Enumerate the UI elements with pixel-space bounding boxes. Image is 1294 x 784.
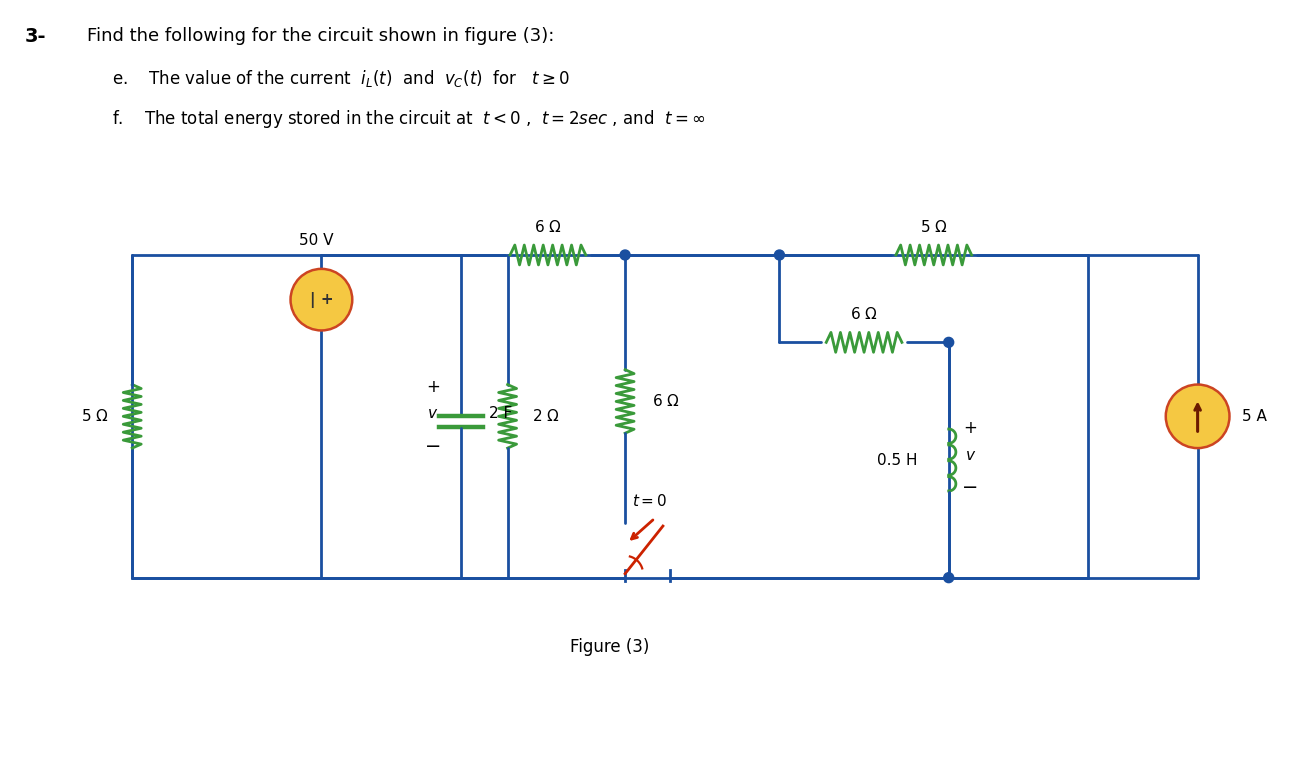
Text: 5 $\Omega$: 5 $\Omega$ bbox=[920, 219, 947, 235]
Text: +: + bbox=[964, 419, 977, 437]
Text: f.    The total energy stored in the circuit at  $t < 0$ ,  $t = 2sec$ , and  $t: f. The total energy stored in the circui… bbox=[113, 108, 705, 130]
Circle shape bbox=[943, 572, 954, 583]
Circle shape bbox=[774, 250, 784, 260]
Text: Find the following for the circuit shown in figure (3):: Find the following for the circuit shown… bbox=[88, 27, 555, 45]
Circle shape bbox=[620, 250, 630, 260]
Text: $t = 0$: $t = 0$ bbox=[633, 493, 668, 509]
Text: −: − bbox=[424, 437, 441, 456]
Text: +: + bbox=[426, 378, 440, 396]
Text: | +: | + bbox=[309, 292, 334, 307]
Text: 50 V: 50 V bbox=[299, 233, 334, 248]
Text: 6 $\Omega$: 6 $\Omega$ bbox=[850, 307, 877, 322]
Text: Figure (3): Figure (3) bbox=[571, 638, 650, 656]
Text: 6 $\Omega$: 6 $\Omega$ bbox=[534, 219, 562, 235]
Text: 5 $\Omega$: 5 $\Omega$ bbox=[80, 408, 109, 424]
Text: 5 A: 5 A bbox=[1242, 408, 1267, 424]
Text: 2 $\Omega$: 2 $\Omega$ bbox=[533, 408, 560, 424]
Text: 6 $\Omega$: 6 $\Omega$ bbox=[652, 394, 679, 409]
Circle shape bbox=[943, 337, 954, 347]
Text: 3-: 3- bbox=[25, 27, 47, 45]
Circle shape bbox=[1166, 385, 1229, 448]
Text: −: − bbox=[963, 478, 978, 497]
Text: 0.5 H: 0.5 H bbox=[877, 452, 917, 467]
Text: $v$: $v$ bbox=[965, 448, 976, 463]
Text: e.    The value of the current  $i_L(t)$  and  $v_C(t)$  for   $t \geq 0$: e. The value of the current $i_L(t)$ and… bbox=[113, 68, 571, 89]
Text: $v$: $v$ bbox=[427, 406, 439, 421]
Circle shape bbox=[291, 269, 352, 330]
Text: 2 F: 2 F bbox=[489, 406, 512, 421]
